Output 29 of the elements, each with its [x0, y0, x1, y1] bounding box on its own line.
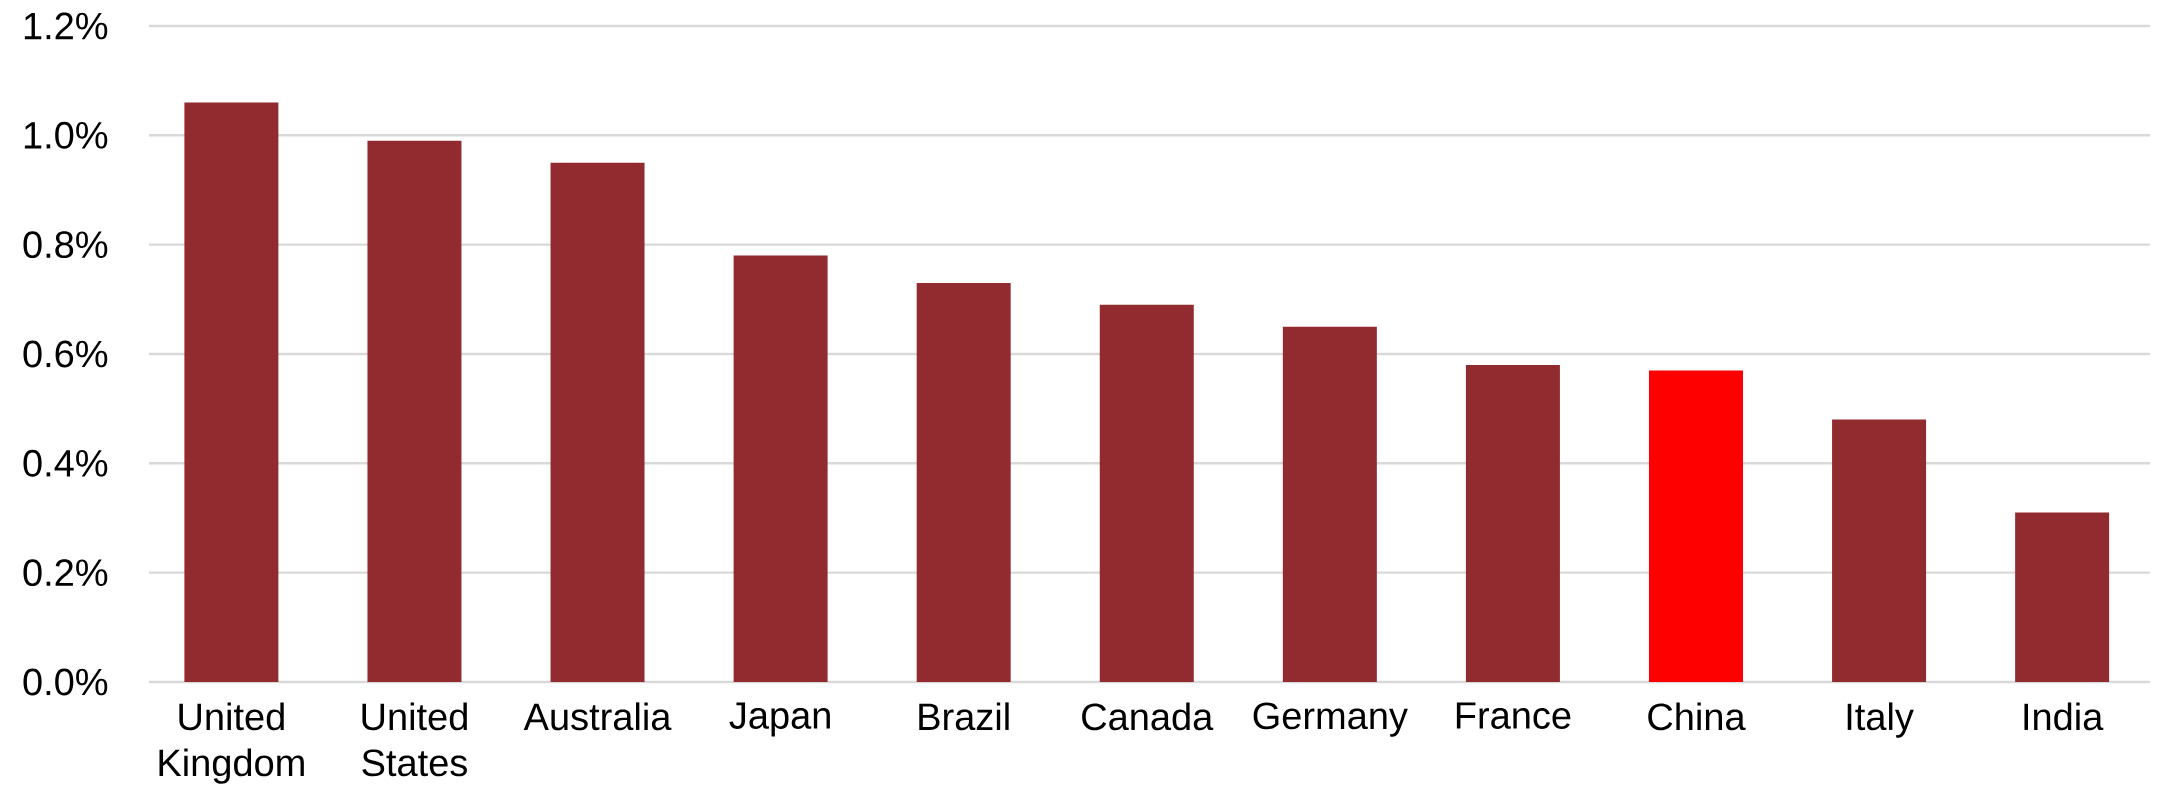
y-tick-label: 0.2%	[23, 559, 108, 587]
y-tick-label: 0.0%	[23, 668, 108, 696]
bar	[367, 140, 462, 682]
bar	[1832, 419, 1927, 682]
x-tick-label: China	[1648, 702, 1746, 731]
x-tick-label: Italy	[1847, 702, 1914, 738]
bar	[1099, 304, 1194, 682]
x-tick-label: Brazil	[919, 702, 1009, 731]
x-tick-label: Japan	[729, 702, 830, 737]
y-tick-label: 1.0%	[24, 121, 108, 149]
bar	[550, 162, 645, 682]
x-tick-label: France	[1456, 702, 1571, 729]
y-tick-label: 0.8%	[23, 231, 108, 259]
y-tick-label: 0.6%	[23, 340, 108, 368]
bar	[733, 255, 828, 682]
y-tick-label: 0.4%	[23, 449, 108, 477]
x-tick-label: United Kingdom	[159, 702, 304, 784]
x-tick-label: India	[2024, 702, 2104, 731]
x-tick-label: Australia	[523, 702, 672, 731]
bar	[1465, 364, 1560, 682]
bar	[1648, 370, 1743, 682]
bar	[2015, 512, 2110, 682]
bar	[1282, 326, 1377, 682]
x-tick-label: United States	[362, 702, 467, 777]
x-tick-label: Canada	[1082, 702, 1214, 731]
bar	[184, 102, 279, 682]
y-tick-label: 1.2%	[24, 12, 108, 40]
bar	[916, 282, 1011, 682]
x-tick-label: Germany	[1253, 702, 1408, 737]
